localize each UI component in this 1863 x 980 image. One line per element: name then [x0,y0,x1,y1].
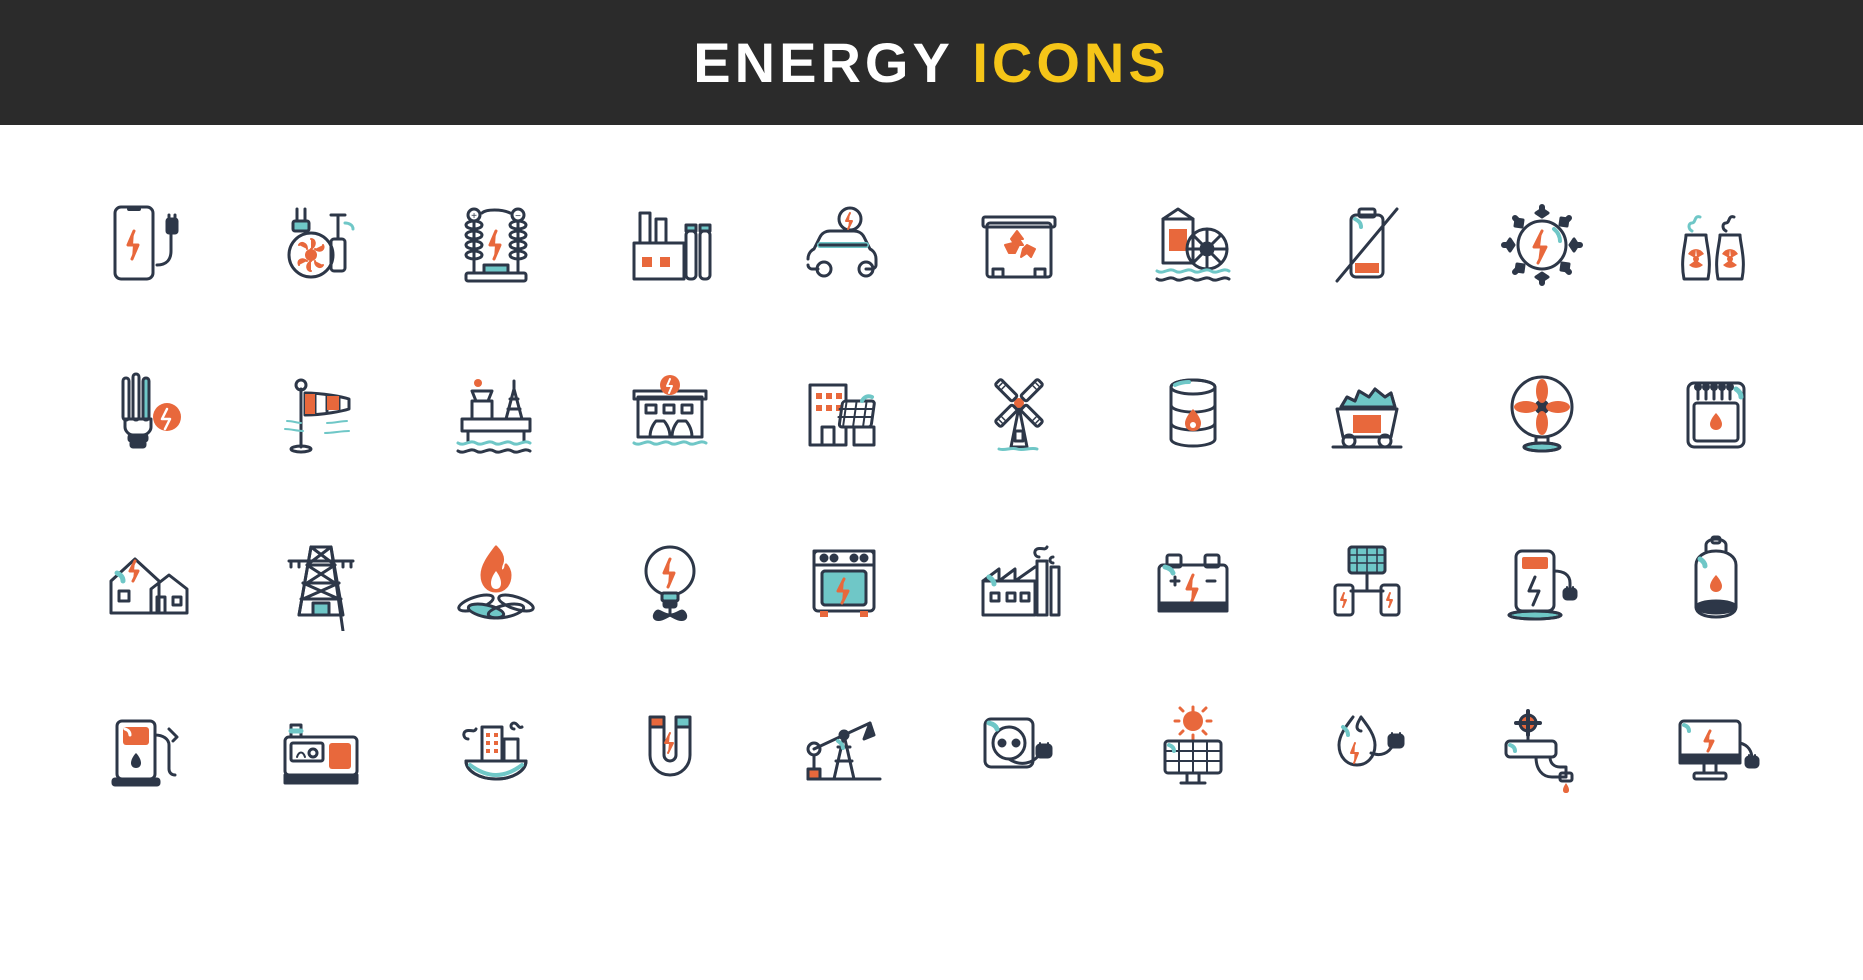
oil-rig-icon [429,353,563,473]
ev-charger-icon [1474,521,1608,641]
monitor-power-icon [1649,689,1783,809]
title-word-1: ENERGY [693,31,952,94]
matchbox-icon [1649,353,1783,473]
hydro-power-icon [1300,689,1434,809]
water-tap-icon [1474,689,1608,809]
recycle-bin-icon [952,185,1086,305]
generator-turbine-icon [254,185,388,305]
solar-devices-icon [1300,521,1434,641]
solar-building-icon [777,353,911,473]
coal-cart-icon [1300,353,1434,473]
wind-sock-icon [254,353,388,473]
page-header: ENERGY ICONS [0,0,1863,125]
water-mill-icon [1126,185,1260,305]
car-battery-icon [1126,521,1260,641]
power-gear-icon [1474,185,1608,305]
gas-cylinder-icon [1649,521,1783,641]
phone-charging-icon [80,185,214,305]
electric-oven-icon [777,521,911,641]
page-title: ENERGY ICONS [0,30,1863,95]
oil-barrel-icon [1126,353,1260,473]
eco-city-icon [429,689,563,809]
title-word-2: ICONS [972,31,1169,94]
tesla-coil-icon: +− [429,185,563,305]
battery-low-icon [1300,185,1434,305]
icon-grid: +− [0,125,1863,869]
factory-icon [603,185,737,305]
magnet-power-icon [603,689,737,809]
cfl-bulb-icon [80,353,214,473]
wall-socket-icon [952,689,1086,809]
nuclear-plant-icon [1649,185,1783,305]
oil-pump-icon [777,689,911,809]
svg-text:+: + [471,211,477,222]
fan-icon [1474,353,1608,473]
electric-car-icon [777,185,911,305]
svg-text:−: − [515,211,521,222]
diesel-generator-icon [254,689,388,809]
eco-bulb-icon [603,521,737,641]
industrial-plant-icon [952,521,1086,641]
solar-panel-icon [1126,689,1260,809]
windmill-icon [952,353,1086,473]
fuel-pump-icon [80,689,214,809]
campfire-icon [429,521,563,641]
hydro-dam-icon [603,353,737,473]
electric-house-icon [80,521,214,641]
power-tower-icon [254,521,388,641]
